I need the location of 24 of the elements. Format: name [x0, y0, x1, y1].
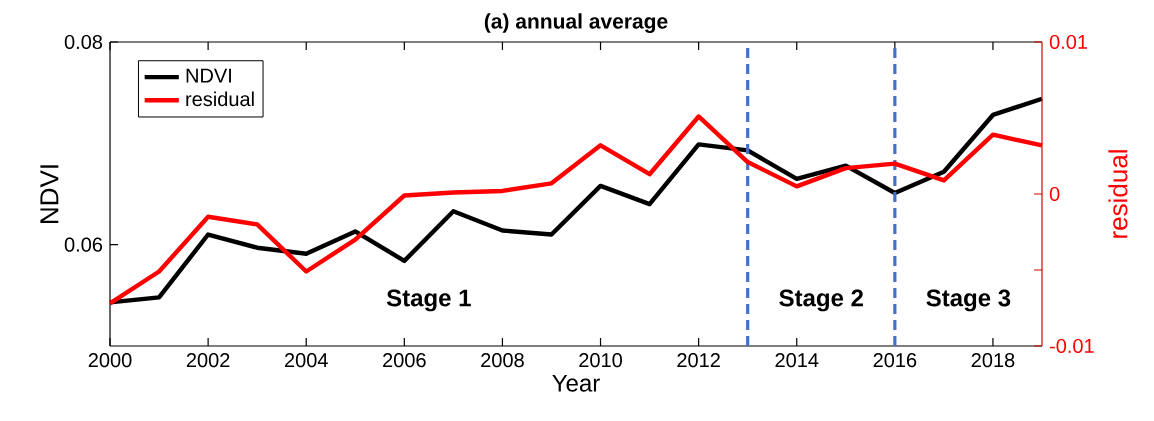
annotation: Stage 1: [386, 289, 471, 312]
y-tick-label: 0.08: [64, 34, 103, 50]
x-tick-label: 2016: [873, 353, 917, 368]
x-tick-label: 2000: [88, 353, 132, 368]
x-tick-label: 2010: [579, 353, 622, 368]
x-tick-label: 2002: [186, 353, 230, 368]
x-tick-label: 2018: [971, 353, 1015, 368]
x-tick-label: 2004: [284, 353, 328, 368]
y2-axis-title: residual: [1108, 150, 1128, 238]
legend-label: NDVI: [186, 68, 231, 83]
x-axis-title: Year: [552, 374, 600, 392]
x-tick-label: 2012: [677, 353, 720, 368]
x-tick-label: 2008: [481, 353, 524, 368]
y-axis-title: NDVI: [40, 165, 59, 223]
y2-tick-label: 0.01: [1049, 34, 1088, 50]
y2-tick-label: -0.01: [1049, 338, 1094, 354]
y-tick-label: 0.06: [64, 237, 103, 252]
x-tick-label: 2006: [383, 353, 426, 368]
legend-label: residual: [186, 91, 254, 107]
x-tick-label: 2014: [775, 353, 819, 368]
annotation: Stage 3: [926, 289, 1011, 312]
annotation: Stage 2: [779, 289, 863, 312]
y2-tick-label: 0: [1049, 186, 1060, 202]
chart-title: (a) annual average: [484, 13, 668, 33]
